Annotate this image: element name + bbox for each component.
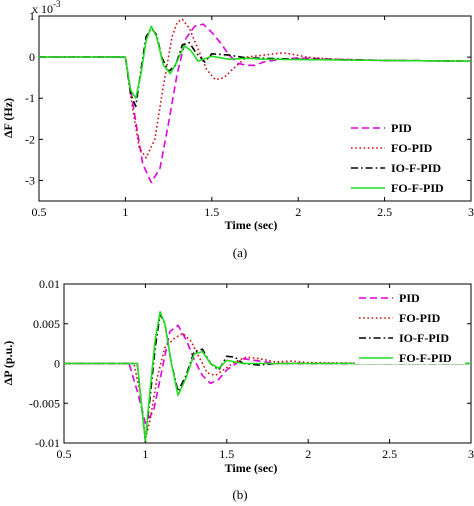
chart-b-caption: (b) <box>232 487 247 502</box>
chart-a-multiplier: x 10-3 <box>32 0 61 16</box>
chart-b-series-fo-f-pid <box>64 311 471 442</box>
chart-b-legend-box <box>355 288 465 364</box>
chart-b-y-tick-label: -0.01 <box>35 436 60 450</box>
chart-b-y-tick-label: 0 <box>54 357 60 371</box>
chart-a-ylabel: ΔF (Hz) <box>1 98 15 138</box>
chart-b-x-tick-label: 2 <box>305 447 311 461</box>
chart-b-y-tick-label: 0.01 <box>39 277 60 291</box>
chart-a-series-fo-f-pid <box>39 25 471 99</box>
chart-a-x-tick-label: 3 <box>468 205 474 219</box>
chart-b-x-tick-label: 1.5 <box>219 447 234 461</box>
chart-a-axes-frame <box>38 15 472 202</box>
chart-b-legend-label: FO-F-PID <box>399 351 452 365</box>
chart-b-y-tick-label: -0.005 <box>29 396 60 410</box>
chart-b-legend-label: IO-F-PID <box>399 331 449 345</box>
chart-a-y-tick-label: 0 <box>29 50 35 64</box>
chart-a-legend-label: FO-F-PID <box>391 181 444 195</box>
chart-a-caption: (a) <box>233 245 247 260</box>
chart-a-legend-label: IO-F-PID <box>391 161 441 175</box>
chart-a-legend-label: FO-PID <box>391 141 433 155</box>
chart-b-x-tick-label: 1 <box>142 447 148 461</box>
chart-b-legend: PID FO-PID IO-F-PID FO-F-PID <box>355 288 465 365</box>
chart-b-ylabel: ΔP (p.u.) <box>1 341 15 386</box>
chart-b-x-tick-label: 2.5 <box>382 447 397 461</box>
chart-b-y-tick-label: 0.005 <box>33 317 60 331</box>
chart-b-legend-label: FO-PID <box>399 311 441 325</box>
chart-a-y-tick-label: 1 <box>29 9 35 23</box>
chart-a-x-tick-label: 2 <box>295 205 301 219</box>
chart-a: x 10-3 0.5 1 1.5 2 2.5 3 1 0 -1 -2 -3 PID FO-PID IO-F… <box>1 0 474 260</box>
chart-a-x-tick-label: 2.5 <box>377 205 392 219</box>
chart-a-y-tick-label: -2 <box>25 132 35 146</box>
chart-a-plot-area: 0.5 1 1.5 2 2.5 3 1 0 -1 -2 -3 PID FO-PID IO-F-PID FO-… <box>25 9 474 219</box>
chart-a-y-tick-label: -3 <box>25 173 35 187</box>
chart-a-x-tick-label: 0.5 <box>32 205 47 219</box>
chart-b-x-tick-label: 3 <box>468 447 474 461</box>
chart-b-x-tick-label: 0.5 <box>57 447 72 461</box>
chart-a-legend: PID FO-PID IO-F-PID FO-F-PID <box>347 118 465 195</box>
chart-a-legend-label: PID <box>391 121 412 135</box>
chart-a-x-tick-label: 1 <box>122 205 128 219</box>
chart-a-xlabel: Time (sec) <box>225 218 278 232</box>
chart-b-xlabel: Time (sec) <box>225 461 278 475</box>
chart-a-x-tick-label: 1.5 <box>204 205 219 219</box>
chart-b-series-fo-pid <box>64 332 471 440</box>
chart-a-series-io-f-pid <box>39 27 471 108</box>
chart-b: 0.5 1 1.5 2 2.5 3 0.01 0.005 0 -0.005 -0.01 PID FO-P… <box>1 277 474 502</box>
chart-b-legend-label: PID <box>399 291 420 305</box>
chart-b-series-pid <box>64 324 471 424</box>
chart-a-y-tick-label: -1 <box>25 91 35 105</box>
chart-b-plot-area: 0.5 1 1.5 2 2.5 3 0.01 0.005 0 -0.005 -0.01 PID FO-P… <box>29 277 474 461</box>
chart-a-legend-box <box>347 118 465 194</box>
